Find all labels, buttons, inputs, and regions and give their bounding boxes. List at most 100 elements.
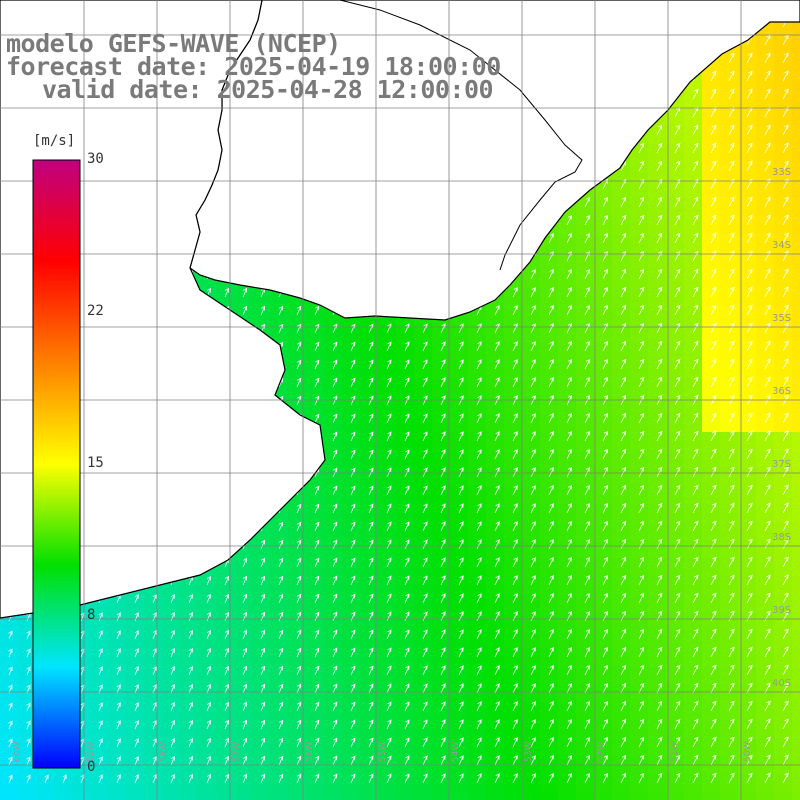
wind-cell	[774, 18, 793, 37]
wind-arrow	[548, 593, 554, 604]
wind-arrow	[512, 611, 518, 622]
wind-arrow	[710, 286, 717, 298]
wind-arrow	[440, 773, 446, 784]
wind-cell	[450, 414, 469, 433]
wind-cell	[504, 324, 523, 343]
wind-arrow	[530, 611, 536, 622]
wind-cell	[702, 756, 721, 775]
wind-cell	[450, 630, 469, 649]
wind-cell	[216, 720, 235, 739]
wind-arrow	[386, 449, 392, 460]
wind-arrow	[260, 593, 266, 604]
wind-cell	[666, 306, 685, 325]
wind-cell	[18, 684, 37, 703]
wind-cell	[738, 126, 757, 145]
wind-arrow	[530, 305, 536, 316]
wind-arrow	[404, 413, 410, 424]
wind-cell	[558, 414, 577, 433]
wind-cell	[720, 702, 739, 721]
wind-cell	[324, 378, 343, 397]
wind-arrow	[512, 683, 518, 694]
wind-arrow	[602, 448, 609, 460]
wind-cell	[720, 738, 739, 757]
wind-arrow	[764, 718, 771, 730]
wind-arrow	[404, 467, 410, 478]
wind-cell	[558, 234, 577, 253]
colorbar-unit: [m/s]	[33, 133, 76, 149]
wind-arrow	[548, 755, 554, 766]
wind-cell	[414, 432, 433, 451]
wind-arrow	[674, 574, 681, 586]
wind-arrow	[728, 340, 735, 352]
wind-arrow	[260, 629, 266, 640]
wind-cell	[342, 396, 361, 415]
wind-arrow	[116, 612, 121, 622]
wind-arrow	[530, 719, 536, 730]
wind-arrow	[386, 719, 392, 730]
wind-cell	[738, 306, 757, 325]
wind-arrow	[566, 448, 573, 460]
wind-cell	[738, 630, 757, 649]
wind-arrow	[782, 340, 789, 352]
wind-arrow	[620, 592, 627, 604]
wind-cell	[90, 774, 109, 793]
wind-arrow	[314, 665, 320, 676]
wind-cell	[666, 198, 685, 217]
wind-arrow	[602, 358, 609, 370]
wind-cell	[738, 252, 757, 271]
wind-arrow	[656, 628, 663, 640]
wind-cell	[450, 720, 469, 739]
wind-cell	[54, 774, 73, 793]
wind-arrow	[584, 430, 591, 442]
wind-arrow	[674, 412, 681, 424]
wind-cell	[0, 738, 19, 757]
wind-arrow	[260, 647, 266, 658]
wind-cell	[666, 324, 685, 343]
wind-arrow	[584, 592, 591, 604]
wind-cell	[648, 684, 667, 703]
wind-arrow	[494, 665, 500, 676]
wind-arrow	[692, 466, 699, 478]
wind-cell	[288, 792, 307, 800]
lat-label: 39S	[772, 605, 791, 616]
wind-arrow	[512, 575, 518, 586]
wind-arrow	[728, 160, 735, 172]
wind-arrow	[134, 738, 139, 748]
wind-arrow	[782, 556, 789, 568]
wind-arrow	[512, 377, 518, 388]
wind-cell	[522, 342, 541, 361]
wind-cell	[666, 378, 685, 397]
wind-cell	[360, 684, 379, 703]
wind-arrow	[566, 358, 573, 370]
wind-cell	[576, 396, 595, 415]
wind-cell	[576, 432, 595, 451]
wind-arrow	[638, 664, 645, 676]
wind-cell	[468, 486, 487, 505]
wind-cell	[702, 144, 721, 163]
wind-arrow	[656, 718, 663, 730]
wind-arrow	[620, 772, 627, 784]
wind-cell	[576, 342, 595, 361]
wind-cell	[774, 756, 793, 775]
wind-arrow	[638, 628, 645, 640]
wind-arrow	[710, 304, 717, 316]
wind-cell	[756, 378, 775, 397]
wind-arrow	[710, 682, 717, 694]
wind-cell	[630, 792, 649, 800]
wind-cell	[396, 324, 415, 343]
wind-cell	[702, 108, 721, 127]
wind-arrow	[152, 774, 157, 784]
wind-arrow	[332, 575, 338, 586]
wind-cell	[702, 576, 721, 595]
wind-arrow	[458, 647, 464, 658]
wind-arrow	[692, 124, 699, 136]
wind-arrow	[422, 755, 428, 766]
wind-cell	[144, 666, 163, 685]
wind-cell	[738, 288, 757, 307]
wind-arrow	[728, 88, 735, 100]
wind-cell	[342, 612, 361, 631]
wind-cell	[720, 54, 739, 73]
wind-arrow	[548, 449, 554, 460]
wind-arrow	[458, 413, 464, 424]
wind-arrow	[314, 719, 320, 730]
